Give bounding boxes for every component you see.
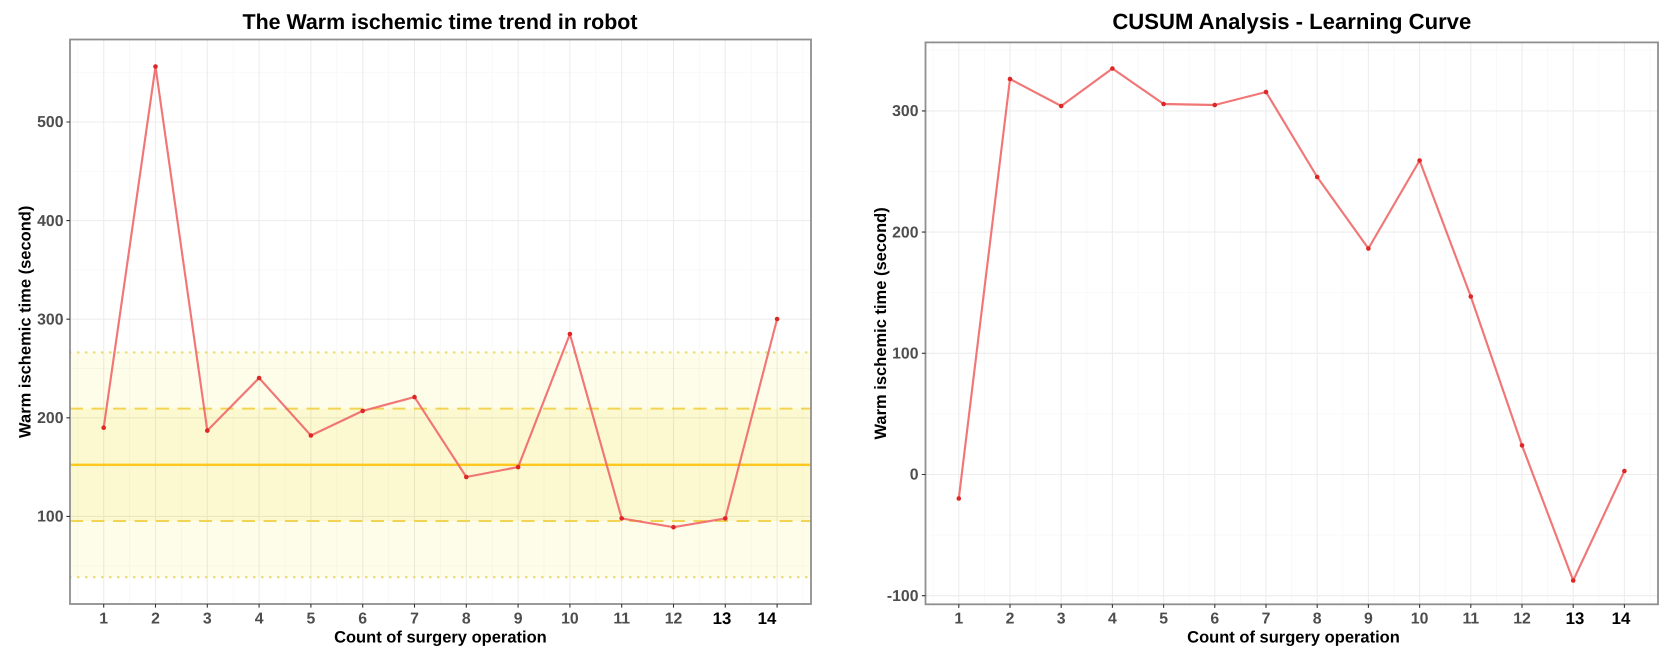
svg-text:-100: -100 bbox=[887, 588, 919, 605]
svg-text:8: 8 bbox=[462, 611, 471, 628]
svg-text:4: 4 bbox=[255, 611, 264, 628]
svg-text:1: 1 bbox=[954, 611, 963, 628]
svg-text:3: 3 bbox=[203, 611, 212, 628]
svg-text:5: 5 bbox=[307, 611, 316, 628]
svg-text:7: 7 bbox=[410, 611, 419, 628]
svg-text:3: 3 bbox=[1057, 611, 1066, 628]
svg-text:10: 10 bbox=[1411, 611, 1429, 628]
svg-text:CUSUM Analysis - Learning Curv: CUSUM Analysis - Learning Curve bbox=[1112, 9, 1471, 34]
svg-text:500: 500 bbox=[37, 114, 64, 131]
svg-text:400: 400 bbox=[37, 213, 64, 230]
svg-text:200: 200 bbox=[37, 410, 64, 427]
svg-text:7: 7 bbox=[1262, 611, 1271, 628]
svg-text:12: 12 bbox=[1513, 611, 1531, 628]
svg-text:1: 1 bbox=[99, 611, 108, 628]
svg-text:9: 9 bbox=[514, 611, 523, 628]
svg-text:13: 13 bbox=[1566, 609, 1585, 628]
svg-text:6: 6 bbox=[358, 611, 367, 628]
svg-text:8: 8 bbox=[1313, 611, 1322, 628]
svg-text:11: 11 bbox=[1462, 611, 1479, 628]
svg-text:Warm ischemic time (second): Warm ischemic time (second) bbox=[872, 207, 890, 439]
svg-text:Warm ischemic time (second): Warm ischemic time (second) bbox=[17, 206, 35, 438]
svg-text:300: 300 bbox=[892, 103, 919, 120]
svg-text:12: 12 bbox=[665, 611, 683, 628]
svg-text:10: 10 bbox=[561, 611, 579, 628]
svg-text:2: 2 bbox=[1006, 611, 1015, 628]
svg-text:14: 14 bbox=[1612, 609, 1631, 628]
svg-text:4: 4 bbox=[1108, 611, 1117, 628]
svg-text:0: 0 bbox=[910, 467, 919, 484]
svg-text:100: 100 bbox=[37, 509, 64, 526]
svg-text:Count of surgery operation: Count of surgery operation bbox=[334, 629, 547, 647]
svg-text:100: 100 bbox=[892, 346, 919, 363]
svg-text:2: 2 bbox=[151, 611, 160, 628]
svg-text:200: 200 bbox=[892, 224, 919, 241]
svg-text:13: 13 bbox=[713, 609, 732, 628]
svg-text:300: 300 bbox=[37, 311, 64, 328]
svg-text:6: 6 bbox=[1210, 611, 1219, 628]
svg-text:The Warm ischemic time trend i: The Warm ischemic time trend in robot bbox=[243, 10, 638, 34]
svg-text:11: 11 bbox=[613, 611, 630, 628]
svg-text:5: 5 bbox=[1159, 611, 1168, 628]
svg-text:Count of surgery operation: Count of surgery operation bbox=[1187, 629, 1400, 647]
svg-text:9: 9 bbox=[1364, 611, 1373, 628]
svg-text:14: 14 bbox=[758, 609, 777, 628]
